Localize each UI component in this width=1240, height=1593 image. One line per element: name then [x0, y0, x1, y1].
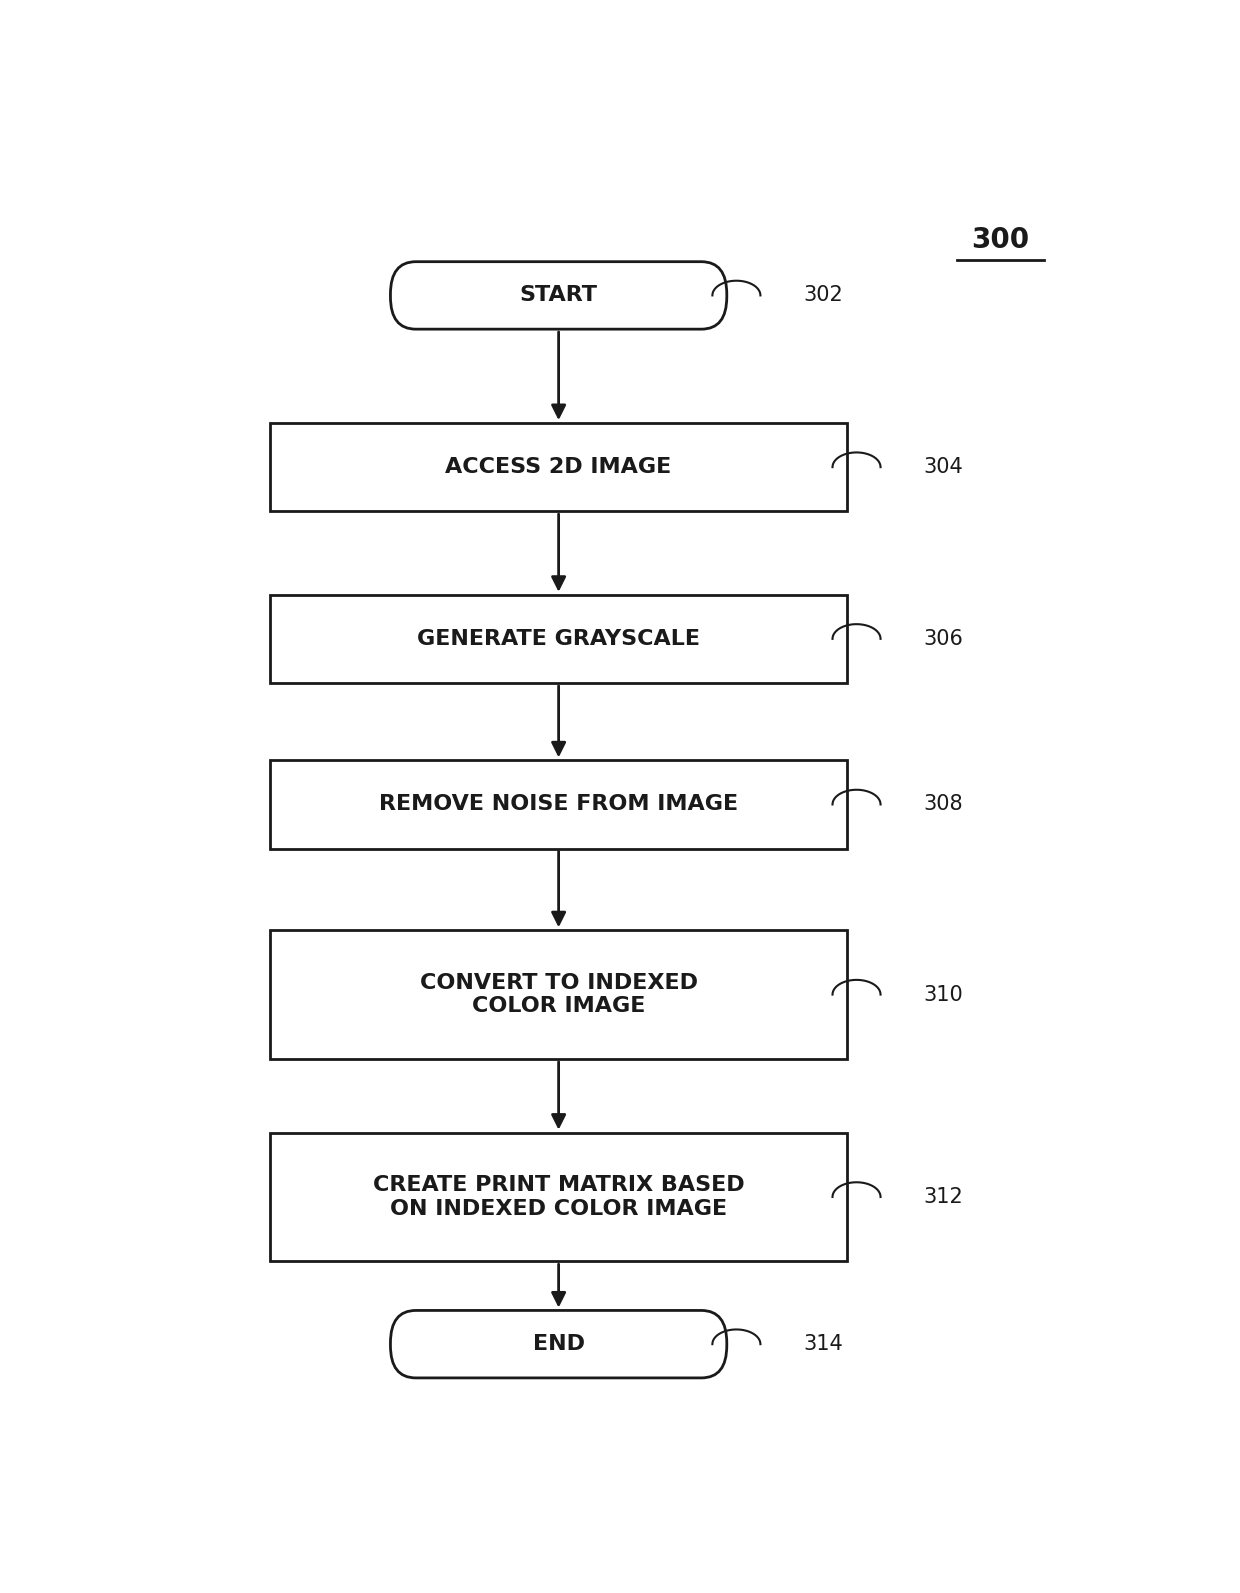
Text: 306: 306 — [924, 629, 963, 648]
Text: 302: 302 — [804, 285, 843, 306]
Bar — [270, 1133, 847, 1262]
Text: 310: 310 — [924, 984, 963, 1005]
Text: END: END — [533, 1335, 584, 1354]
Text: 312: 312 — [924, 1187, 963, 1207]
Text: CREATE PRINT MATRIX BASED
ON INDEXED COLOR IMAGE: CREATE PRINT MATRIX BASED ON INDEXED COL… — [373, 1176, 744, 1219]
Text: 300: 300 — [972, 226, 1029, 255]
Text: REMOVE NOISE FROM IMAGE: REMOVE NOISE FROM IMAGE — [379, 795, 738, 814]
Bar — [270, 594, 847, 683]
Text: CONVERT TO INDEXED
COLOR IMAGE: CONVERT TO INDEXED COLOR IMAGE — [419, 973, 698, 1016]
Text: 304: 304 — [924, 457, 963, 478]
Text: START: START — [520, 285, 598, 306]
Text: ACCESS 2D IMAGE: ACCESS 2D IMAGE — [445, 457, 672, 478]
Text: 314: 314 — [804, 1335, 843, 1354]
FancyBboxPatch shape — [391, 261, 727, 330]
Bar — [270, 424, 847, 511]
FancyBboxPatch shape — [391, 1311, 727, 1378]
Text: GENERATE GRAYSCALE: GENERATE GRAYSCALE — [417, 629, 701, 648]
Bar — [270, 760, 847, 849]
Bar — [270, 930, 847, 1059]
Text: 308: 308 — [924, 795, 963, 814]
